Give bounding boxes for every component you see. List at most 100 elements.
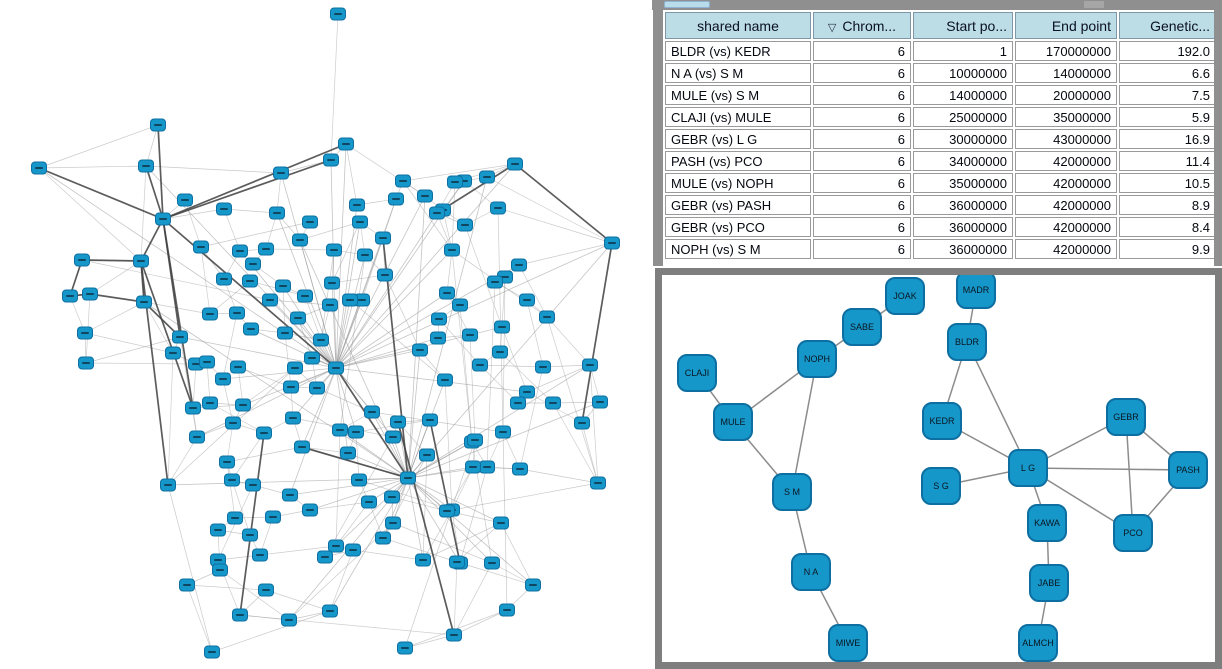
- network-node-10[interactable]: [417, 189, 433, 203]
- network-node-122[interactable]: [422, 413, 438, 427]
- network-node-101[interactable]: [227, 511, 243, 525]
- network-node-127[interactable]: [419, 448, 435, 462]
- network-node-143[interactable]: [525, 578, 541, 592]
- network-node-miwe[interactable]: MIWE: [828, 624, 868, 662]
- node-shape[interactable]: [921, 467, 961, 505]
- network-node-67[interactable]: [290, 311, 306, 325]
- network-node-102[interactable]: [210, 523, 226, 537]
- network-node-99[interactable]: [302, 503, 318, 517]
- network-node-108[interactable]: [258, 583, 274, 597]
- network-node-63[interactable]: [375, 231, 391, 245]
- network-node-91[interactable]: [225, 416, 241, 430]
- cell-value[interactable]: 14000000: [913, 85, 1013, 105]
- cell-value[interactable]: 25000000: [913, 107, 1013, 127]
- network-node-54[interactable]: [242, 274, 258, 288]
- scrollbar-thumb[interactable]: [664, 1, 710, 8]
- overview-network-panel[interactable]: [0, 0, 652, 669]
- network-node-73[interactable]: [133, 254, 149, 268]
- network-node-59[interactable]: [313, 333, 329, 347]
- network-node-123[interactable]: [400, 471, 416, 485]
- network-node-100[interactable]: [265, 510, 281, 524]
- network-node-40[interactable]: [574, 416, 590, 430]
- network-node-137[interactable]: [465, 460, 481, 474]
- cell-shared-name[interactable]: GEBR (vs) PASH: [665, 195, 811, 215]
- cell-value[interactable]: 10000000: [913, 63, 1013, 83]
- cell-value[interactable]: 20000000: [1015, 85, 1117, 105]
- node-shape[interactable]: [791, 553, 831, 591]
- cell-value[interactable]: 6: [813, 63, 911, 83]
- network-node-sabe[interactable]: SABE: [842, 308, 882, 346]
- table-right-scrollbar[interactable]: [1214, 10, 1222, 266]
- cell-shared-name[interactable]: GEBR (vs) PCO: [665, 217, 811, 237]
- network-node-133[interactable]: [484, 556, 500, 570]
- network-node-96[interactable]: [224, 473, 240, 487]
- network-node-30[interactable]: [462, 328, 478, 342]
- table-row[interactable]: MULE (vs) S M 6 14000000 20000000 7.5: [665, 85, 1214, 105]
- network-node-claji[interactable]: CLAJI: [677, 354, 717, 392]
- network-node-125[interactable]: [385, 516, 401, 530]
- network-node-66[interactable]: [304, 351, 320, 365]
- network-node-141[interactable]: [493, 516, 509, 530]
- network-node-119[interactable]: [317, 550, 333, 564]
- network-node-pco[interactable]: PCO: [1113, 514, 1153, 552]
- cell-value[interactable]: 42000000: [1015, 195, 1117, 215]
- cell-shared-name[interactable]: MULE (vs) S M: [665, 85, 811, 105]
- table-row[interactable]: GEBR (vs) L G 6 30000000 43000000 16.9: [665, 129, 1214, 149]
- network-node-6[interactable]: [338, 137, 354, 151]
- table-left-scrollbar[interactable]: [652, 10, 663, 266]
- network-edge[interactable]: [1027, 467, 1189, 471]
- column-header-1[interactable]: ▽ Chrom...: [813, 12, 911, 39]
- network-node-4[interactable]: [273, 166, 289, 180]
- node-shape[interactable]: [828, 624, 868, 662]
- node-shape[interactable]: [772, 473, 812, 511]
- node-shape[interactable]: [797, 340, 837, 378]
- network-node-36[interactable]: [519, 385, 535, 399]
- network-node-24[interactable]: [539, 310, 555, 324]
- cell-value[interactable]: 6: [813, 173, 911, 193]
- network-node-78[interactable]: [165, 346, 181, 360]
- cell-value[interactable]: 43000000: [1015, 129, 1117, 149]
- network-node-62[interactable]: [352, 215, 368, 229]
- network-node-19[interactable]: [604, 236, 620, 250]
- table-row[interactable]: GEBR (vs) PCO 6 36000000 42000000 8.4: [665, 217, 1214, 237]
- network-node-38[interactable]: [545, 396, 561, 410]
- network-node-45[interactable]: [292, 233, 308, 247]
- table-row[interactable]: NOPH (vs) S M 6 36000000 42000000 9.9: [665, 239, 1214, 259]
- cell-value[interactable]: 11.4: [1119, 151, 1214, 171]
- node-shape[interactable]: [956, 275, 996, 309]
- network-node-23[interactable]: [519, 293, 535, 307]
- network-node-2[interactable]: [31, 161, 47, 175]
- network-node-22[interactable]: [487, 275, 503, 289]
- network-node-pash[interactable]: PASH: [1168, 451, 1208, 489]
- cell-value[interactable]: 16.9: [1119, 129, 1214, 149]
- network-node-35[interactable]: [582, 358, 598, 372]
- network-node-18[interactable]: [490, 201, 506, 215]
- network-node-131[interactable]: [479, 460, 495, 474]
- network-node-39[interactable]: [592, 395, 608, 409]
- network-node-106[interactable]: [212, 563, 228, 577]
- network-node-121[interactable]: [390, 415, 406, 429]
- network-node-77[interactable]: [172, 330, 188, 344]
- node-shape[interactable]: [677, 354, 717, 392]
- network-node-32[interactable]: [492, 345, 508, 359]
- network-node-27[interactable]: [452, 298, 468, 312]
- network-node-138[interactable]: [512, 462, 528, 476]
- network-node-bldr[interactable]: BLDR: [947, 323, 987, 361]
- network-node-16[interactable]: [429, 206, 445, 220]
- network-node-150[interactable]: [412, 343, 428, 357]
- node-shape[interactable]: [885, 277, 925, 315]
- cell-value[interactable]: 30000000: [913, 129, 1013, 149]
- network-node-29[interactable]: [430, 331, 446, 345]
- network-node-53[interactable]: [297, 289, 313, 303]
- node-shape[interactable]: [1029, 564, 1069, 602]
- network-node-145[interactable]: [495, 425, 511, 439]
- network-node-72[interactable]: [82, 287, 98, 301]
- network-node-111[interactable]: [322, 604, 338, 618]
- overview-network-canvas[interactable]: [0, 0, 652, 669]
- network-node-almch[interactable]: ALMCH: [1018, 624, 1058, 662]
- network-node-joak[interactable]: JOAK: [885, 277, 925, 315]
- network-node-97[interactable]: [245, 478, 261, 492]
- cell-value[interactable]: 36000000: [913, 217, 1013, 237]
- network-node-82[interactable]: [230, 360, 246, 374]
- network-node-85[interactable]: [287, 361, 303, 375]
